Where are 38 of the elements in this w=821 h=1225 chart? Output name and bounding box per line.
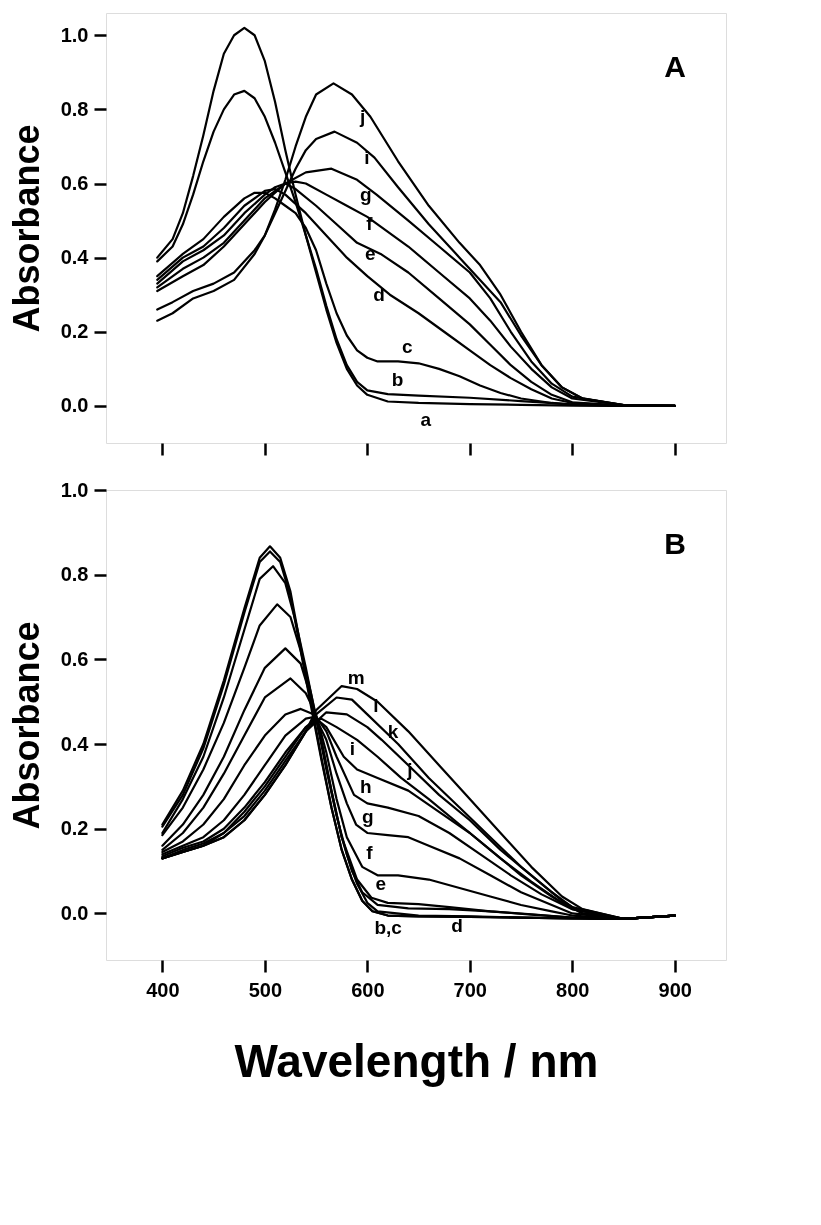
y-tick-label: 0.2 — [60, 320, 89, 343]
y-tick-label: 0.8 — [60, 563, 89, 586]
annotation: h — [360, 775, 372, 797]
annotation: e — [365, 242, 376, 264]
x-tick-label: 600 — [351, 978, 385, 1001]
annotation: b,c — [374, 917, 403, 939]
y-axis-title: Absorbance — [5, 621, 47, 830]
annotation: d — [373, 283, 385, 305]
annotation: m — [347, 667, 365, 689]
annotation: j — [359, 105, 366, 127]
y-tick-label: 1.0 — [60, 478, 89, 501]
y-tick-label: 1.0 — [60, 23, 89, 46]
x-axis-title: Wavelength / nm — [234, 1034, 599, 1087]
y-tick-label: 0.4 — [60, 732, 90, 755]
y-tick-label: 0.0 — [60, 394, 89, 417]
x-tick-label: 900 — [658, 978, 692, 1001]
annotation: g — [362, 805, 374, 827]
x-tick-label: 400 — [146, 978, 180, 1001]
x-tick-label: 500 — [248, 978, 283, 1001]
annotation: a — [420, 408, 432, 430]
annotation: g — [359, 183, 372, 205]
y-tick-label: 0.0 — [60, 901, 89, 924]
y-tick-label: 0.6 — [60, 172, 89, 195]
y-tick-label: 0.2 — [60, 817, 89, 840]
annotation: b — [391, 369, 404, 391]
annotation: d — [451, 915, 463, 937]
y-tick-label: 0.6 — [60, 647, 89, 670]
x-tick-label: 700 — [453, 978, 487, 1001]
annotation: i — [349, 737, 356, 759]
annotation: f — [366, 841, 374, 863]
y-axis-title: Absorbance — [5, 124, 47, 333]
annotation: c — [402, 336, 414, 358]
x-tick-label: 800 — [556, 978, 590, 1001]
y-tick-label: 0.8 — [60, 97, 89, 120]
y-tick-label: 0.4 — [60, 246, 90, 269]
annotation: A — [664, 50, 686, 83]
annotation: B — [664, 527, 686, 560]
annotation: e — [375, 872, 386, 894]
